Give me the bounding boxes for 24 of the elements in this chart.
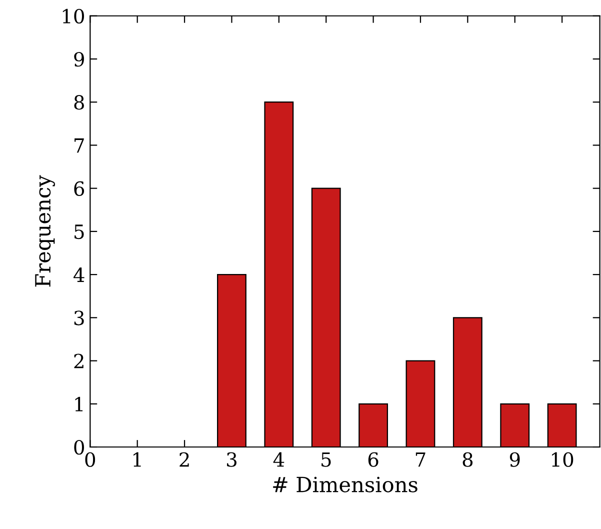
x-tick-label: 2 bbox=[180, 452, 189, 467]
y-tick-label: 7 bbox=[74, 138, 84, 153]
x-tick-label: 3 bbox=[227, 452, 236, 467]
y-tick-label: 2 bbox=[74, 354, 84, 368]
y-tick-label: 4 bbox=[74, 268, 84, 282]
x-tick-label: 0 bbox=[85, 452, 96, 467]
x-tick-label: 5 bbox=[322, 452, 331, 467]
y-tick-label: 9 bbox=[74, 52, 84, 67]
x-tick-label: 10 bbox=[552, 452, 574, 467]
y-tick-label: 10 bbox=[62, 8, 84, 24]
x-tick-label: 8 bbox=[462, 452, 473, 467]
x-tick-label: 1 bbox=[134, 452, 141, 467]
x-tick-label: 7 bbox=[416, 452, 426, 467]
y-tick-label: 3 bbox=[74, 310, 84, 326]
x-tick-label: 4 bbox=[273, 452, 284, 467]
x-axis-title: # Dimensions bbox=[273, 476, 418, 492]
y-axis-title: Frequency bbox=[35, 175, 55, 287]
x-tick-label: 9 bbox=[510, 452, 520, 467]
x-tick-label: 6 bbox=[368, 452, 378, 467]
y-tick-label: 6 bbox=[74, 181, 84, 196]
y-tick-label: 5 bbox=[74, 224, 84, 240]
y-tick-label: 1 bbox=[75, 396, 83, 412]
y-tick-label: 8 bbox=[74, 95, 84, 110]
y-tick-label: 0 bbox=[74, 440, 84, 455]
